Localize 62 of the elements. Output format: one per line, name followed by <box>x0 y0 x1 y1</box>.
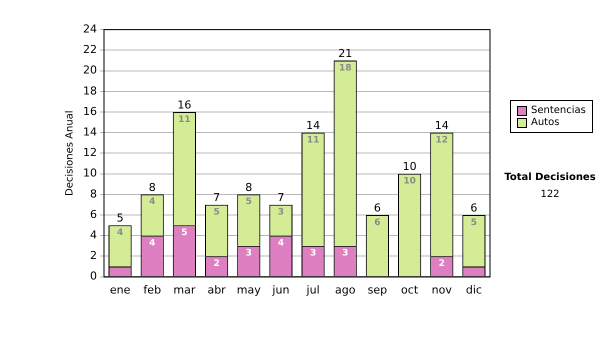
total-label: 7 <box>277 191 284 204</box>
y-tick-label: 4 <box>90 228 97 242</box>
data-label: 4 <box>149 197 156 208</box>
data-label: 5 <box>181 228 188 238</box>
data-label: 10 <box>403 176 416 187</box>
x-tick-label: jul <box>306 283 320 296</box>
text: 122 <box>539 189 561 200</box>
y-axis-title: Decisiones Anual <box>64 110 76 196</box>
total-label: 10 <box>402 160 417 174</box>
x-tick-label: mar <box>173 283 196 296</box>
x-tick-label: ago <box>335 283 356 296</box>
data-label: 5 <box>470 218 478 228</box>
data-label: 4 <box>149 238 156 248</box>
x-tick-label: sep <box>368 283 388 296</box>
y-tick-label: 12 <box>82 146 97 160</box>
total-label: 14 <box>434 118 449 132</box>
y-tick-label: 14 <box>82 125 97 138</box>
data-label: 3 <box>310 248 316 259</box>
x-tick-label: may <box>236 283 262 296</box>
data-label: 3 <box>278 208 284 218</box>
data-label: 11 <box>178 114 191 125</box>
data-label: 4 <box>116 228 124 238</box>
total-label: 16 <box>177 98 192 112</box>
total-label: 7 <box>213 191 220 204</box>
data-label: 3 <box>246 248 252 259</box>
x-tick-label: jun <box>271 283 290 296</box>
total-label: 14 <box>306 118 320 132</box>
text: Total Decisiones <box>503 172 597 183</box>
legend-label: Autos <box>531 117 560 128</box>
total-label: 8 <box>245 180 252 194</box>
y-tick-label: 6 <box>90 208 97 221</box>
total-label: 6 <box>470 201 478 214</box>
y-tick-label: 24 <box>82 22 97 36</box>
total-label: 21 <box>338 46 352 60</box>
x-tick-label: feb <box>143 283 162 296</box>
x-tick-label: nov <box>432 283 452 296</box>
data-label: 2 <box>438 259 445 270</box>
total-label: 5 <box>116 212 124 225</box>
data-label: 4 <box>278 238 284 248</box>
legend-label: Sentencias <box>531 105 586 116</box>
total-label: 8 <box>148 180 156 194</box>
y-tick-label: 16 <box>82 104 97 118</box>
x-tick-label: abr <box>207 283 226 296</box>
data-label: 5 <box>213 208 220 218</box>
x-tick-label: ene <box>110 283 131 296</box>
y-tick-label: 22 <box>82 43 97 56</box>
x-tick-label: dic <box>466 283 482 296</box>
y-tick-label: 18 <box>82 84 97 98</box>
y-tick-label: 8 <box>90 187 97 200</box>
data-label: 5 <box>246 197 252 208</box>
data-label: 18 <box>338 63 352 74</box>
y-tick-label: 2 <box>90 249 97 262</box>
x-tick-label: oct <box>401 283 419 296</box>
data-label: 3 <box>342 248 348 259</box>
data-label: 6 <box>374 218 381 228</box>
data-label: 12 <box>435 135 448 146</box>
y-tick-label: 0 <box>90 270 97 283</box>
data-label: 2 <box>213 259 220 270</box>
data-label: 11 <box>306 135 320 146</box>
y-tick-label: 10 <box>82 166 97 180</box>
y-tick-label: 20 <box>82 64 97 77</box>
total-label: 6 <box>374 201 381 214</box>
